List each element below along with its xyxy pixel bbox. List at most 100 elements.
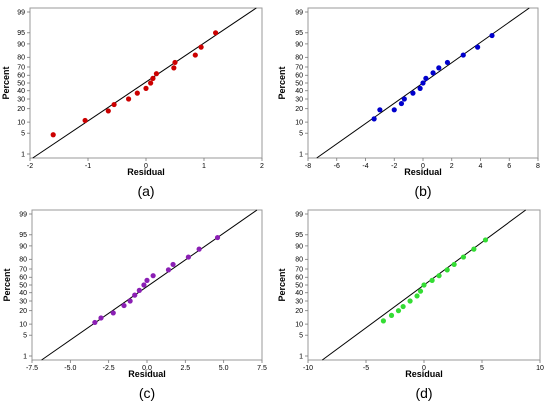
x-tick-label: 2.5 bbox=[180, 365, 190, 372]
x-axis-title: Residual bbox=[405, 369, 443, 379]
y-axis-title: Percent bbox=[277, 268, 287, 301]
y-tick-label: 5 bbox=[23, 333, 27, 340]
x-axis-title: Residual bbox=[127, 167, 165, 177]
x-axis-ticks: -2 -1 0 1 2 bbox=[27, 158, 264, 170]
data-point bbox=[110, 310, 116, 316]
y-tick-label: 10 bbox=[295, 322, 303, 329]
data-point bbox=[98, 315, 104, 321]
y-tick-label: 5 bbox=[21, 131, 25, 138]
data-point bbox=[460, 254, 467, 260]
data-point bbox=[136, 287, 142, 293]
data-point bbox=[444, 267, 450, 273]
data-point bbox=[407, 298, 413, 304]
data-point bbox=[401, 96, 407, 102]
data-point bbox=[134, 90, 140, 96]
y-tick-label: 60 bbox=[19, 275, 27, 282]
data-point bbox=[420, 80, 426, 86]
x-tick-label: 0 bbox=[421, 163, 425, 170]
data-point bbox=[121, 302, 127, 309]
data-point bbox=[111, 101, 117, 108]
y-tick-label: 90 bbox=[19, 243, 27, 250]
fit-line bbox=[32, 7, 257, 159]
data-point bbox=[377, 107, 383, 113]
y-tick-label: 95 bbox=[295, 30, 303, 37]
x-tick-label: -2 bbox=[391, 163, 397, 170]
y-tick-label: 80 bbox=[295, 257, 303, 264]
y-tick-label: 50 bbox=[17, 80, 25, 87]
x-tick-label: 10 bbox=[536, 365, 544, 372]
data-point bbox=[460, 52, 466, 58]
data-point bbox=[196, 246, 202, 252]
data-point bbox=[429, 277, 435, 283]
data-point bbox=[414, 293, 420, 299]
data-point bbox=[444, 59, 451, 66]
data-point bbox=[380, 318, 386, 324]
x-tick-label: 0.0 bbox=[142, 365, 152, 372]
y-tick-label: 95 bbox=[19, 232, 27, 239]
data-point bbox=[148, 80, 154, 86]
data-points bbox=[380, 237, 489, 324]
panel-label: (b) bbox=[414, 183, 431, 199]
data-point bbox=[430, 70, 436, 76]
y-tick-label: 30 bbox=[17, 96, 25, 103]
data-point bbox=[92, 319, 98, 326]
x-axis-ticks: -10 -5 0 5 10 bbox=[303, 360, 544, 372]
data-point bbox=[475, 44, 481, 50]
y-tick-label: 99 bbox=[19, 211, 27, 218]
data-point bbox=[150, 75, 156, 81]
y-tick-label: 40 bbox=[295, 290, 303, 297]
y-tick-label: 70 bbox=[295, 266, 303, 273]
data-point bbox=[417, 288, 424, 294]
panel-label: (a) bbox=[137, 183, 154, 199]
data-point bbox=[82, 117, 88, 124]
y-tick-label: 90 bbox=[17, 41, 25, 48]
y-tick-label: 10 bbox=[19, 322, 27, 329]
data-point bbox=[395, 308, 402, 314]
data-point bbox=[388, 312, 395, 318]
data-point bbox=[198, 44, 204, 50]
data-point bbox=[400, 303, 406, 310]
x-tick-label: -8 bbox=[305, 163, 311, 170]
x-tick-label: -2.5 bbox=[103, 365, 115, 372]
data-points bbox=[50, 30, 219, 138]
data-point bbox=[141, 282, 147, 288]
x-tick-label: -5.0 bbox=[64, 365, 76, 372]
data-point bbox=[451, 261, 457, 268]
x-tick-label: 5 bbox=[480, 365, 484, 372]
y-tick-label: 70 bbox=[17, 64, 25, 71]
data-point bbox=[423, 75, 429, 81]
data-point bbox=[482, 237, 489, 243]
y-axis-title: Percent bbox=[277, 66, 287, 99]
y-axis-title: Percent bbox=[2, 268, 12, 301]
x-tick-label: 7.5 bbox=[257, 365, 267, 372]
x-tick-label: -5 bbox=[363, 365, 369, 372]
data-point bbox=[398, 100, 405, 107]
data-point bbox=[192, 52, 198, 58]
data-point bbox=[213, 30, 219, 36]
data-point bbox=[421, 282, 427, 288]
y-tick-label: 50 bbox=[19, 282, 27, 289]
y-tick-label: 30 bbox=[19, 298, 27, 305]
panel-label: (d) bbox=[415, 385, 432, 401]
y-tick-label: 70 bbox=[19, 266, 27, 273]
data-point bbox=[127, 298, 133, 304]
x-tick-label: -4 bbox=[362, 163, 368, 170]
y-tick-label: 99 bbox=[295, 211, 303, 218]
y-tick-label: 30 bbox=[295, 298, 303, 305]
data-point bbox=[410, 90, 416, 96]
y-tick-label: 30 bbox=[295, 96, 303, 103]
y-tick-label: 60 bbox=[295, 73, 303, 80]
y-tick-label: 1 bbox=[23, 353, 27, 360]
y-tick-label: 10 bbox=[295, 120, 303, 127]
data-point bbox=[105, 108, 111, 114]
x-tick-label: -7.5 bbox=[26, 365, 38, 372]
x-tick-label: 8 bbox=[536, 163, 540, 170]
data-point bbox=[417, 85, 423, 91]
y-tick-label: 95 bbox=[17, 30, 25, 37]
data-point bbox=[150, 273, 156, 279]
